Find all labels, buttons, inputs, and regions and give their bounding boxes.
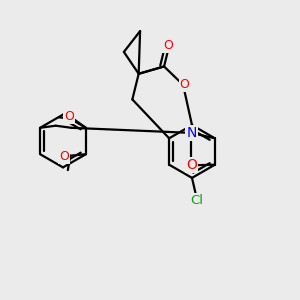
Text: O: O <box>59 150 69 163</box>
Text: Cl: Cl <box>190 194 204 207</box>
Text: O: O <box>64 110 74 123</box>
Text: O: O <box>186 158 197 172</box>
Text: O: O <box>180 78 190 91</box>
Text: N: N <box>186 126 197 140</box>
Text: O: O <box>163 40 173 52</box>
